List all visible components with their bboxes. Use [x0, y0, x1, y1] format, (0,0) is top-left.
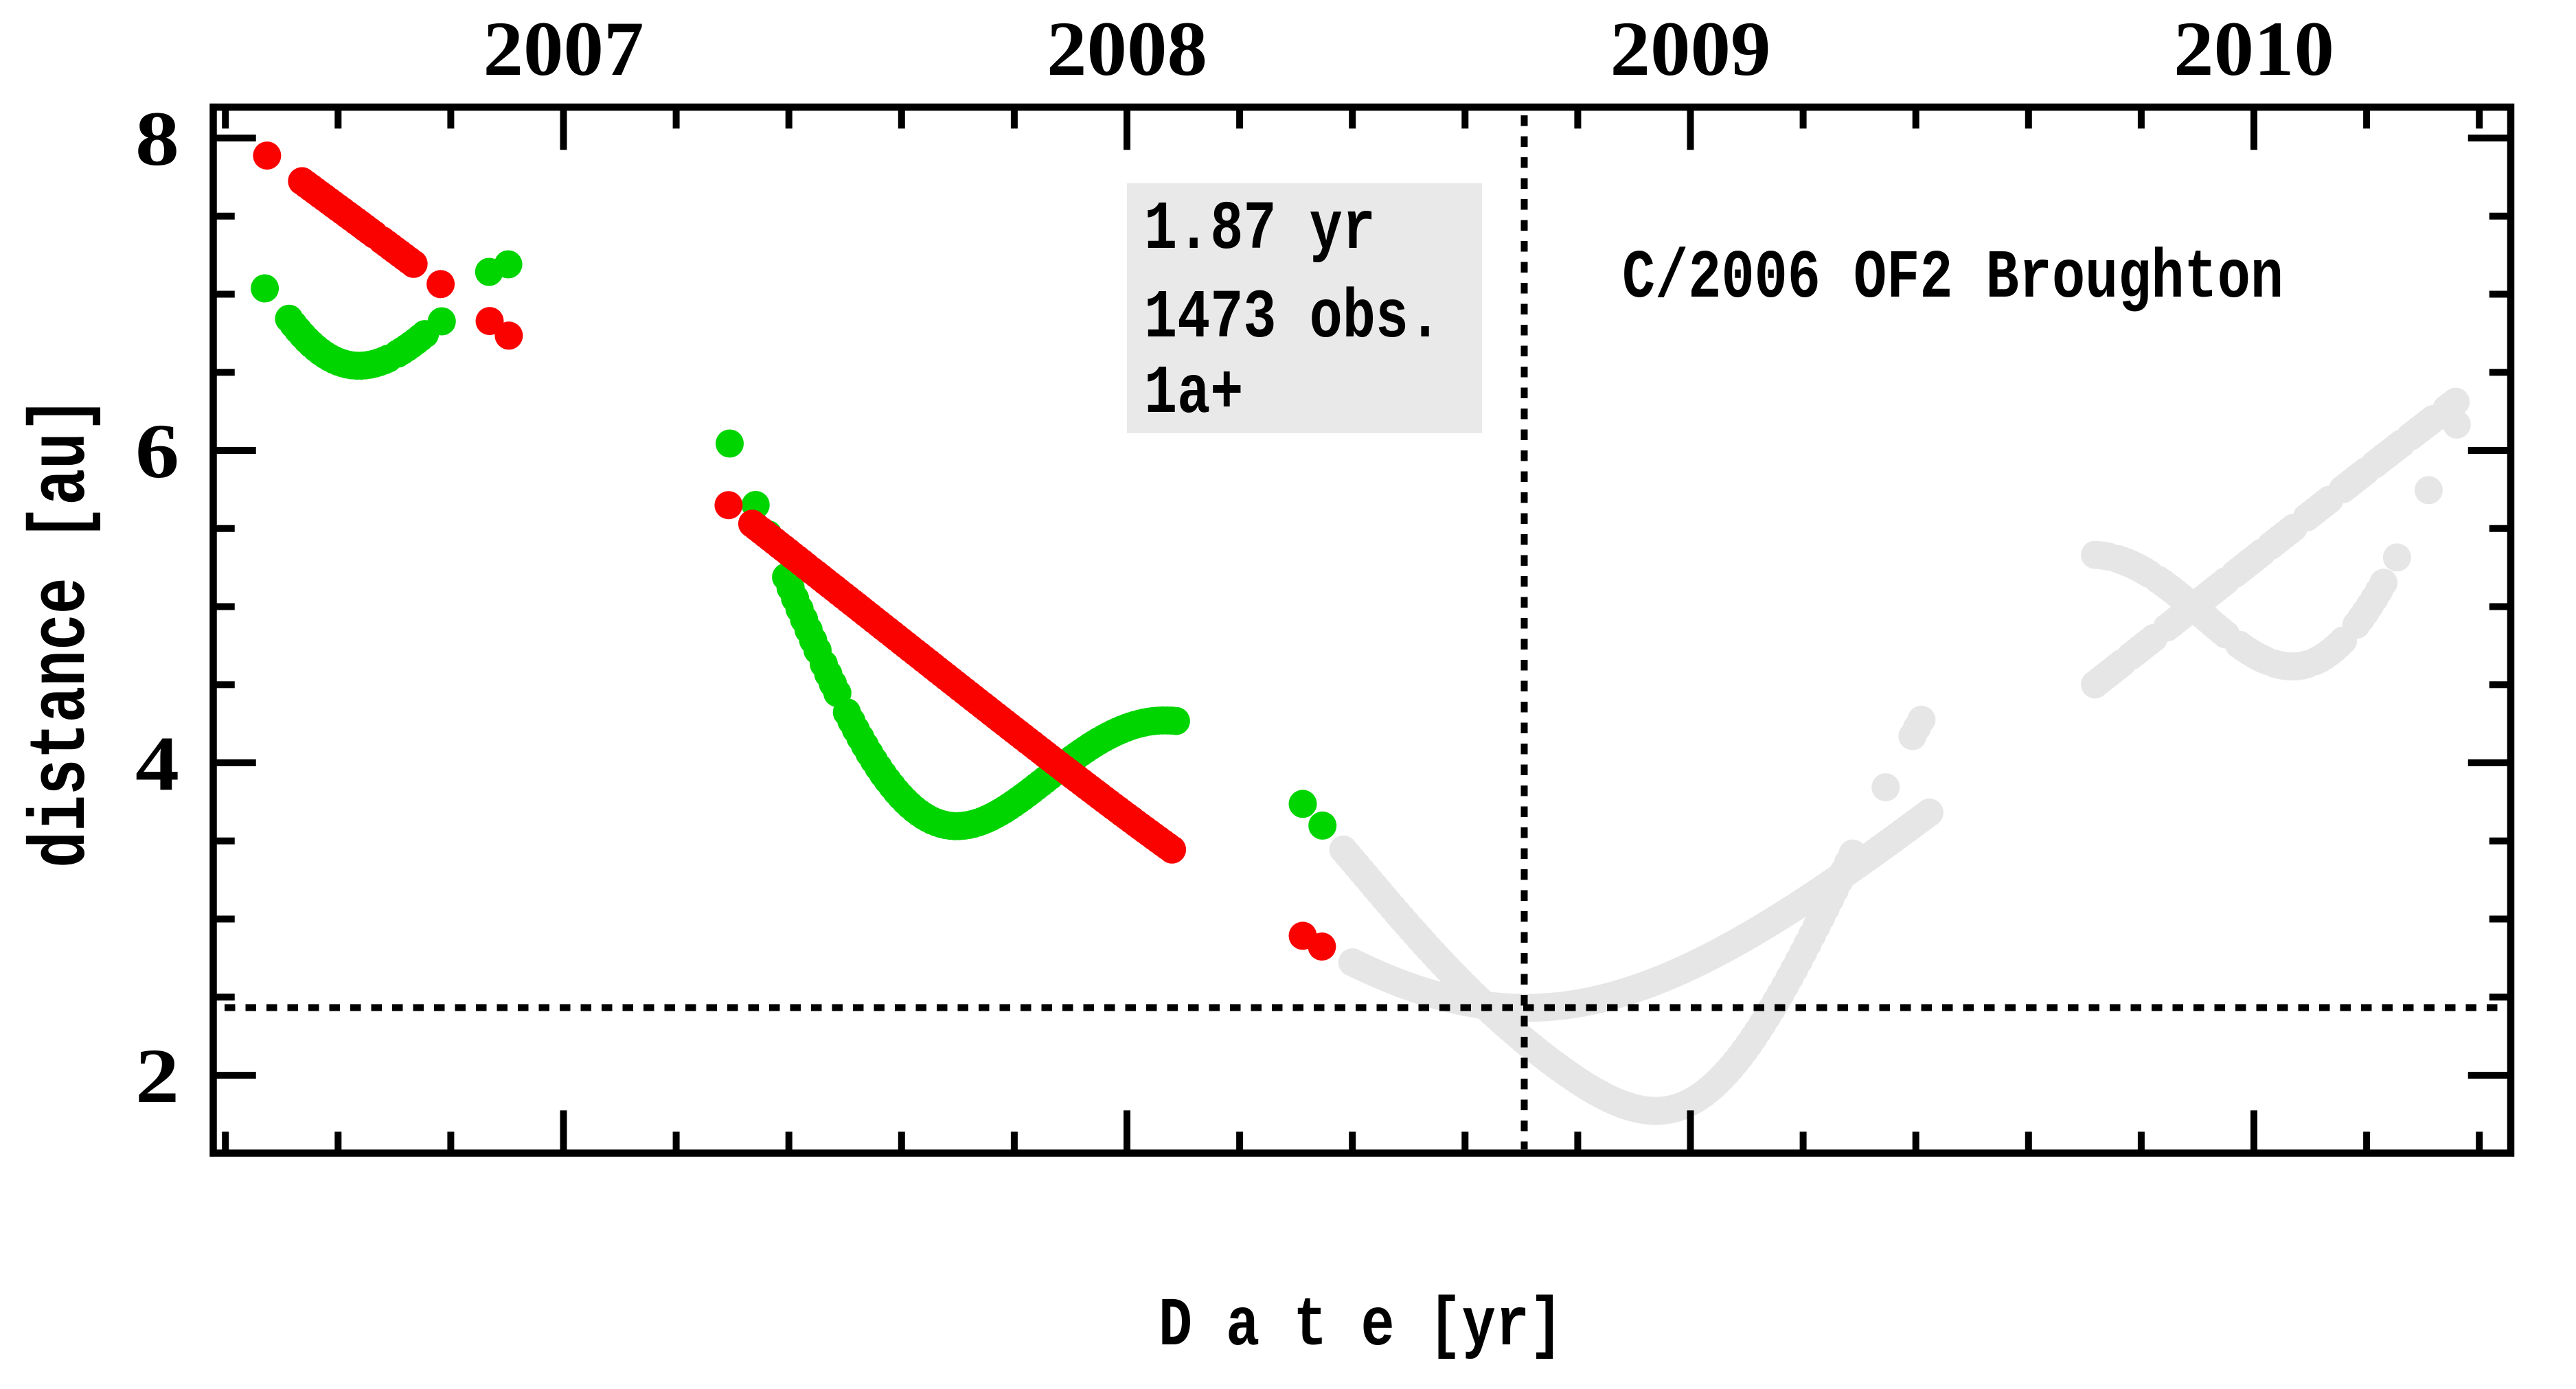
svg-text:2008: 2008: [1047, 6, 1207, 92]
svg-text:D a t e [yr]: D a t e [yr]: [1159, 1287, 1563, 1366]
svg-text:distance [au]: distance [au]: [17, 396, 108, 867]
svg-text:2007: 2007: [483, 6, 644, 92]
svg-text:2010: 2010: [2174, 6, 2334, 92]
svg-text:2: 2: [135, 1033, 179, 1119]
svg-text:1.87 yr: 1.87 yr: [1144, 191, 1376, 269]
svg-text:1a+: 1a+: [1144, 355, 1243, 433]
svg-text:1473 obs.: 1473 obs.: [1144, 279, 1441, 358]
svg-text:C/2006 OF2 Broughton: C/2006 OF2 Broughton: [1622, 240, 2283, 318]
svg-text:2009: 2009: [1610, 6, 1771, 92]
svg-text:8: 8: [135, 96, 179, 182]
svg-text:4: 4: [135, 721, 179, 807]
svg-text:6: 6: [135, 409, 179, 494]
